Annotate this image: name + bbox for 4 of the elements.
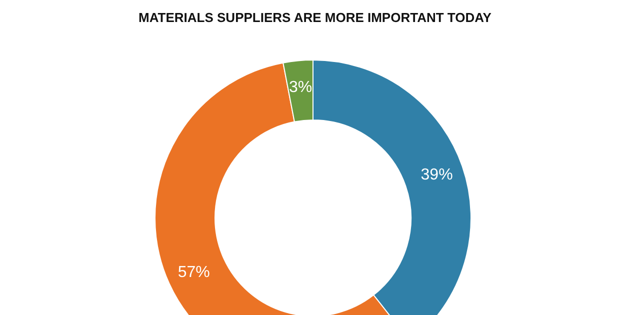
data-label: 39%	[420, 166, 453, 184]
data-label: 3%	[288, 79, 312, 96]
data-label: 57%	[178, 264, 210, 281]
chart-title: MATERIALS SUPPLIERS ARE MORE IMPORTANT TODAY	[138, 10, 492, 25]
